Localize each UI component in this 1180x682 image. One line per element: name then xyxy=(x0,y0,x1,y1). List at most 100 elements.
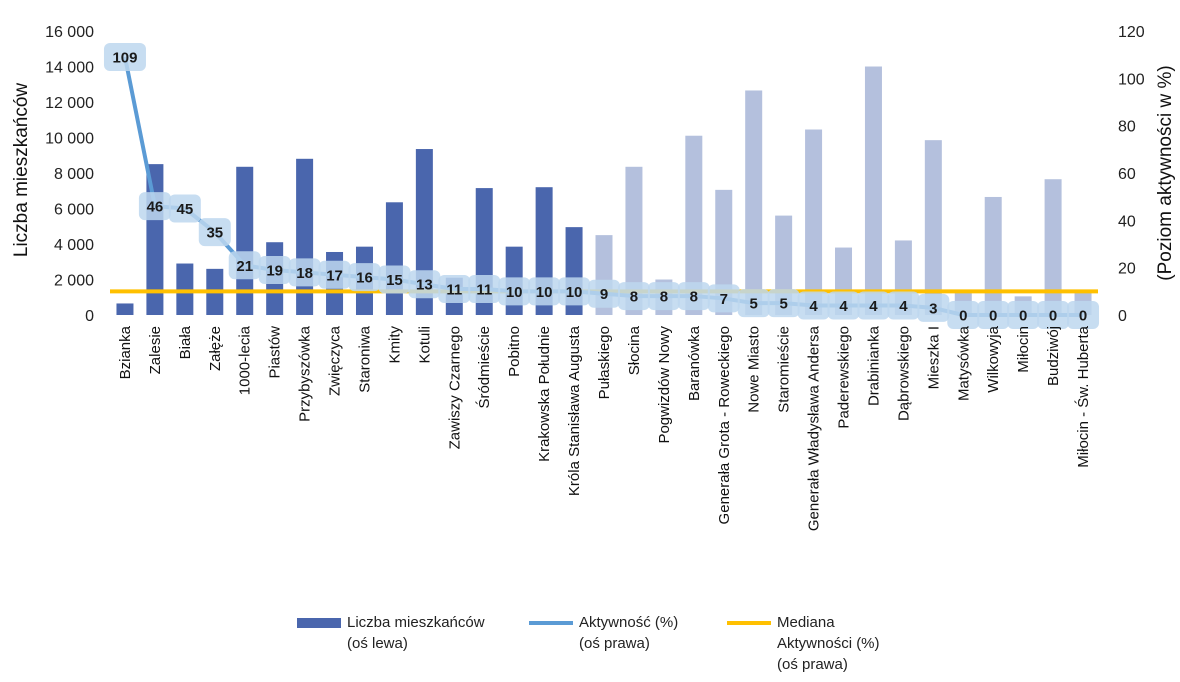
data-label-box xyxy=(258,256,291,285)
x-tick-label: Generała Władysława Andersa xyxy=(806,325,823,531)
data-label-box xyxy=(947,301,980,329)
data-label: 7 xyxy=(720,291,728,308)
x-tick-label: Zwięczyca xyxy=(327,325,344,396)
y-tick-label: 12 000 xyxy=(45,95,94,112)
data-label-box xyxy=(103,43,146,72)
data-label-box xyxy=(468,274,501,303)
bar xyxy=(745,90,763,316)
data-label-box xyxy=(168,194,201,223)
y-tick-label: 0 xyxy=(85,308,94,325)
data-label: 15 xyxy=(386,272,403,289)
y-tick-label: 2 000 xyxy=(54,273,94,290)
data-label: 5 xyxy=(750,296,758,313)
data-label-box xyxy=(438,274,471,303)
data-label: 11 xyxy=(446,281,462,298)
data-label: 21 xyxy=(236,258,253,275)
legend-swatch-residents xyxy=(297,618,341,628)
data-label: 35 xyxy=(206,225,223,242)
data-label-box xyxy=(887,291,920,320)
x-tick-label: Biała xyxy=(177,325,194,359)
x-tick-label: Staromieście xyxy=(776,326,793,413)
x-tick-label: Króla Stanisława Augusta xyxy=(566,325,583,496)
data-label: 16 xyxy=(356,270,373,287)
data-label-box xyxy=(977,301,1010,329)
data-label: 9 xyxy=(600,286,608,303)
bar xyxy=(116,303,134,315)
data-label-box xyxy=(558,277,591,306)
data-label: 109 xyxy=(112,50,137,67)
bar xyxy=(176,263,194,315)
x-tick-label: Pułaskiego xyxy=(596,326,613,399)
data-label-box xyxy=(138,192,171,221)
data-label-box xyxy=(677,282,710,311)
data-label: 8 xyxy=(630,289,638,306)
x-tick-label: Bzianka xyxy=(117,325,134,379)
data-label-box xyxy=(408,270,441,299)
data-label: 11 xyxy=(476,281,492,298)
x-tick-label: Miłocin - Św. Huberta xyxy=(1074,325,1092,467)
data-label: 17 xyxy=(326,267,343,284)
data-label-box xyxy=(288,258,321,287)
data-label: 8 xyxy=(660,289,668,306)
y2-tick-label: 80 xyxy=(1118,119,1136,136)
y-tick-label: 4 000 xyxy=(54,237,94,254)
x-tick-label: Krakowska Południe xyxy=(536,326,553,462)
data-label-box xyxy=(617,282,650,311)
x-tick-label: Kotuli xyxy=(416,326,433,364)
data-label-box xyxy=(528,277,561,306)
bar xyxy=(805,129,823,315)
data-label: 10 xyxy=(566,284,583,301)
legend-item-residents: Liczba mieszkańców (oś lewa) xyxy=(297,612,485,654)
data-label-box xyxy=(318,260,351,289)
bar xyxy=(715,189,733,315)
y2-axis-title: (Poziom aktywności w %) xyxy=(1155,65,1176,280)
bar xyxy=(1044,179,1062,315)
y-tick-label: 8 000 xyxy=(54,166,94,183)
data-label-box xyxy=(767,289,800,318)
data-label-box xyxy=(198,218,231,247)
data-label: 3 xyxy=(929,300,937,317)
x-tick-label: Załęże xyxy=(207,326,224,371)
x-tick-label: Piastów xyxy=(267,326,284,379)
x-tick-label: Dąbrowskiego xyxy=(895,326,912,421)
x-tick-label: Mieszka I xyxy=(925,326,942,389)
x-tick-label: Zalesie xyxy=(147,326,164,374)
y2-tick-label: 20 xyxy=(1118,261,1136,278)
data-label-box xyxy=(378,265,411,294)
x-tick-label: Paderewskiego xyxy=(836,326,853,429)
data-label-box xyxy=(707,284,740,313)
data-label: 4 xyxy=(899,298,908,315)
bar xyxy=(385,202,403,315)
data-label-box xyxy=(917,293,950,322)
data-label-box xyxy=(1067,301,1100,329)
data-label-box xyxy=(498,277,531,306)
y2-tick-label: 100 xyxy=(1118,71,1145,88)
data-label-box xyxy=(647,282,680,311)
x-tick-label: Generała Grota - Roweckiego xyxy=(716,326,733,524)
y-tick-label: 14 000 xyxy=(45,60,94,77)
data-label: 8 xyxy=(690,289,698,306)
y2-tick-label: 40 xyxy=(1118,213,1136,230)
data-label-box xyxy=(348,263,381,292)
data-label-box xyxy=(228,251,261,280)
data-label: 0 xyxy=(1049,308,1057,325)
data-label: 0 xyxy=(989,308,997,325)
data-label-box xyxy=(857,291,890,320)
data-label-box xyxy=(827,291,860,320)
bar xyxy=(924,140,942,315)
x-tick-label: Śródmieście xyxy=(475,326,493,409)
y2-tick-label: 60 xyxy=(1118,166,1136,183)
y2-tick-label: 0 xyxy=(1118,308,1127,325)
x-tick-label: Słocina xyxy=(626,325,643,375)
data-label: 46 xyxy=(147,199,164,216)
x-tick-label: Staroniwa xyxy=(356,325,373,392)
y-axis-title: Liczba mieszkańców xyxy=(11,83,32,258)
data-label-box xyxy=(737,289,770,318)
data-label: 0 xyxy=(959,308,967,325)
x-tick-label: Zawiszy Czarnego xyxy=(446,326,463,449)
data-label: 4 xyxy=(809,298,818,315)
x-tick-label: Budziwój xyxy=(1045,326,1062,386)
data-label: 4 xyxy=(869,298,878,315)
x-tick-label: Pogwizdów Nowy xyxy=(656,326,673,444)
